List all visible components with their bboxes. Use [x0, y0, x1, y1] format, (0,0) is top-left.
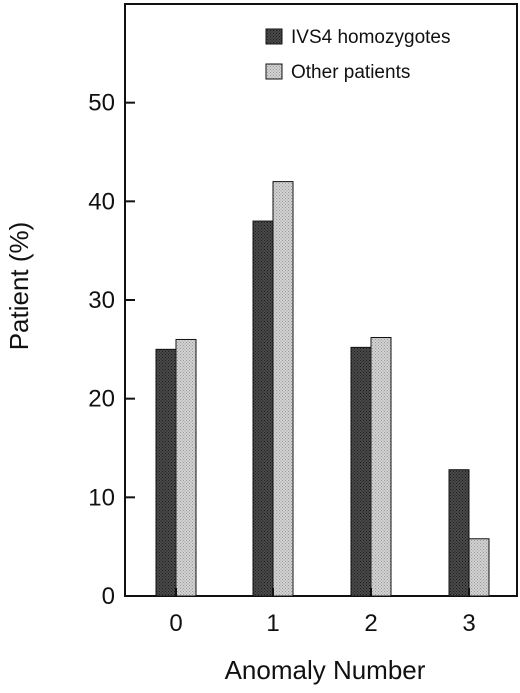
legend-swatch-other	[265, 63, 283, 80]
y-tick-label: 40	[88, 188, 115, 215]
y-tick-label: 50	[88, 90, 115, 117]
y-tick-label: 20	[88, 386, 115, 413]
bar-other-1	[272, 181, 294, 597]
legend: IVS4 homozygotes Other patients	[265, 27, 450, 83]
y-axis-ticks: 0 10 20 30 40 50	[88, 90, 135, 610]
x-tick-label: 2	[364, 610, 377, 637]
x-tick-label: 0	[169, 610, 182, 637]
bar-other-3	[468, 538, 490, 597]
bar-ivs4-1	[252, 220, 274, 597]
y-tick-label: 30	[88, 287, 115, 314]
legend-label-ivs4: IVS4 homozygotes	[291, 27, 450, 48]
y-tick-label: 10	[88, 484, 115, 511]
legend-swatch-ivs4	[265, 28, 283, 45]
y-axis-title: Patient (%)	[4, 222, 34, 351]
bar-ivs4-3	[448, 469, 470, 597]
bar-other-2	[370, 336, 392, 597]
bar-ivs4-2	[350, 346, 372, 597]
x-tick-label: 3	[462, 610, 475, 637]
legend-label-other: Other patients	[291, 62, 410, 83]
bar-other-0	[175, 338, 197, 597]
bar-ivs4-0	[155, 348, 177, 597]
x-axis-title: Anomaly Number	[225, 655, 426, 685]
y-tick-label: 0	[102, 583, 115, 610]
x-axis-ticks: 0 1 2 3	[169, 588, 476, 637]
x-tick-label: 1	[266, 610, 279, 637]
bars	[155, 181, 490, 597]
